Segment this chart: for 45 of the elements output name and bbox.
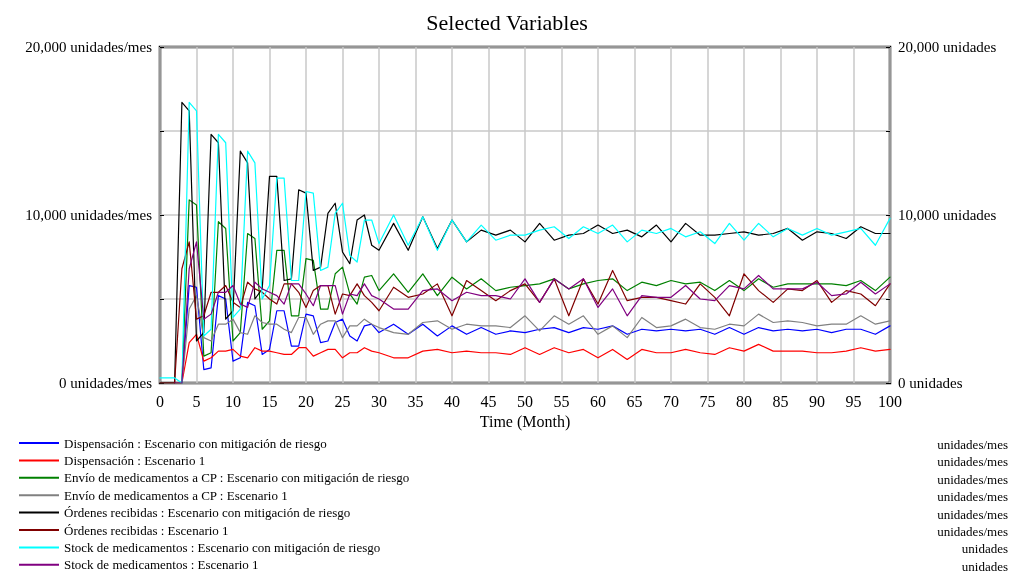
text: unidades/mes — [937, 454, 1008, 470]
x-tick-label: 35 — [407, 392, 424, 410]
x-tick-label: 20 — [298, 392, 314, 410]
legend-label: Envío de medicamentos a CP : Escenario con mitigación de riesgo — [64, 470, 410, 486]
x-tick-label: 75 — [699, 392, 716, 410]
legend-label: Órdenes recibidas : Escenario con mitigación de riesgo — [64, 505, 351, 521]
legend-label: Stock de medicamentos : Escenario 1 — [64, 557, 259, 573]
text: unidades — [961, 541, 1009, 557]
x-tick-label: 30 — [371, 392, 387, 410]
text: unidades/mes — [937, 471, 1008, 487]
x-tick-label: 95 — [845, 392, 862, 410]
text: unidades/mes — [937, 489, 1008, 505]
x-tick-label: 70 — [663, 392, 679, 410]
x-tick-label: 10 — [225, 392, 241, 410]
y2-tick-label: 20,000 unidades — [898, 39, 997, 55]
x-axis-title: Time (Month) — [479, 413, 571, 432]
legend-label: Stock de medicamentos : Escenario con mitigación de riesgo — [64, 539, 381, 555]
x-tick-label: 40 — [444, 392, 460, 410]
y-tick-label: 20,000 unidades/mes — [25, 39, 153, 55]
x-tick-label: 0 — [156, 392, 164, 410]
y2-tick-label: 0 unidades — [898, 375, 963, 391]
x-tick-label: 65 — [626, 392, 643, 410]
x-tick-label: 50 — [517, 392, 533, 410]
x-tick-label: 90 — [809, 392, 825, 410]
legend-label: Dispensación : Escenario con mitigación de riesgo — [64, 435, 327, 451]
y-tick-label: 0 unidades/mes — [59, 375, 153, 391]
x-tick-label: 55 — [553, 392, 570, 410]
y2-tick-label: 10,000 unidades — [898, 207, 997, 223]
y-tick-label: 10,000 unidades/mes — [25, 207, 153, 223]
legend-label: Dispensación : Escenario 1 — [64, 452, 206, 468]
x-tick-label: 80 — [736, 392, 752, 410]
x-tick-label: 5 — [192, 392, 201, 410]
x-tick-label: 85 — [772, 392, 789, 410]
legend-label: Envío de medicamentos a CP : Escenario 1 — [64, 487, 288, 503]
chart-title: Selected Variables — [426, 9, 588, 35]
x-tick-label: 15 — [261, 392, 278, 410]
x-tick-label: 45 — [480, 392, 497, 410]
legend-label: Órdenes recibidas : Escenario 1 — [64, 522, 229, 538]
text: unidades/mes — [937, 437, 1008, 452]
text: unidades — [961, 558, 1009, 574]
x-tick-label: 25 — [334, 392, 351, 410]
text: unidades/mes — [937, 506, 1008, 522]
text: unidades/mes — [937, 524, 1008, 539]
x-tick-label: 100 — [878, 392, 902, 410]
x-tick-label: 60 — [590, 392, 606, 410]
